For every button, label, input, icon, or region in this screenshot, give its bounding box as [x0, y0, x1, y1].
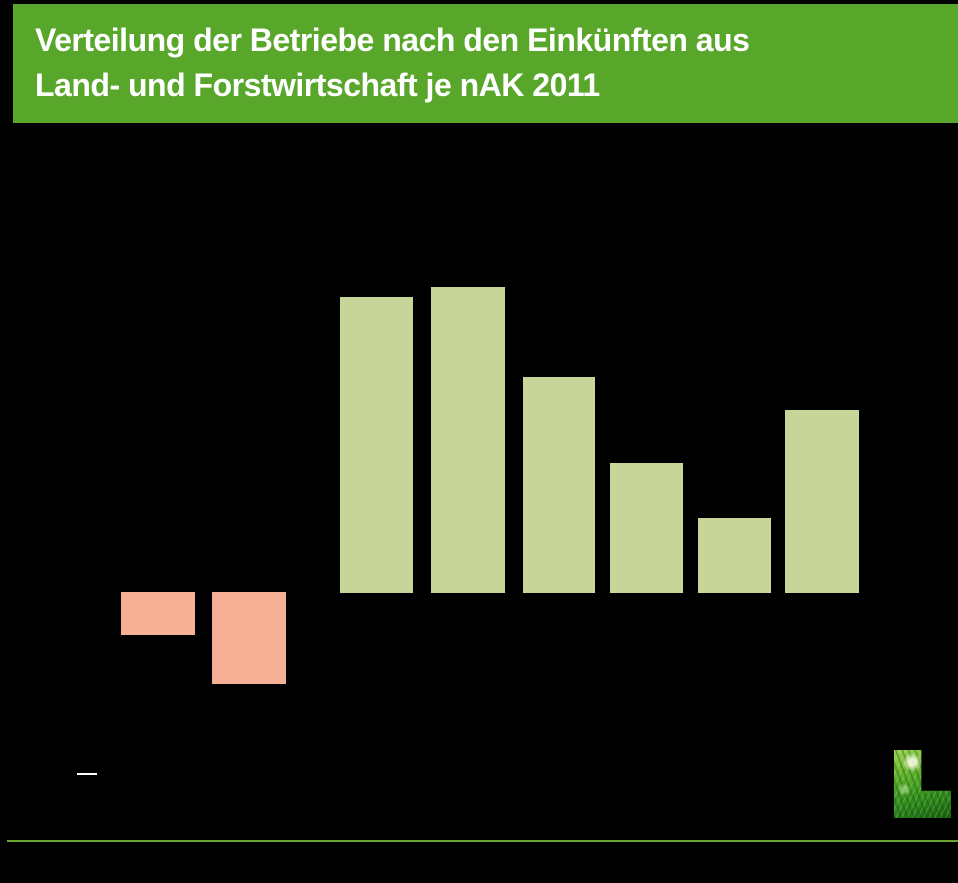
- bar: [785, 410, 859, 593]
- bar: [431, 287, 505, 593]
- bar: [340, 297, 413, 593]
- footer-divider: [7, 840, 958, 842]
- bar: [698, 518, 771, 593]
- bar: [212, 592, 286, 684]
- bar-chart: [0, 123, 958, 840]
- x-axis-line: [77, 715, 882, 717]
- bar: [523, 377, 595, 593]
- bar: [610, 463, 683, 593]
- page-title-line-2: Land- und Forstwirtschaft je nAK 2011: [35, 67, 600, 103]
- title-banner: Verteilung der Betriebe nach den Einkünf…: [13, 4, 958, 123]
- page-title-line-1: Verteilung der Betriebe nach den Einkünf…: [35, 22, 750, 58]
- bar: [121, 592, 195, 635]
- axis-dash: [77, 773, 97, 775]
